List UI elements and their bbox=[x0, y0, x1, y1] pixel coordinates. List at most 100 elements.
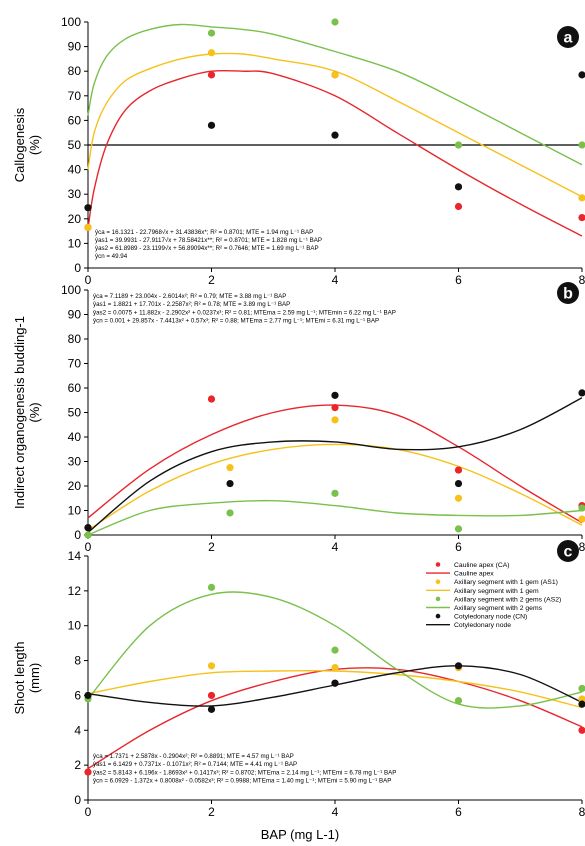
y-tick-label: 80 bbox=[68, 64, 82, 78]
data-point-ca bbox=[454, 466, 463, 474]
data-point-as2 bbox=[84, 531, 92, 539]
y-tick-label: 10 bbox=[68, 619, 82, 633]
data-point-as2 bbox=[578, 504, 585, 512]
x-tick-label: 6 bbox=[455, 273, 462, 287]
y-tick-label: 10 bbox=[68, 504, 82, 518]
fit-curve-as2 bbox=[87, 23, 583, 166]
data-point-cn bbox=[331, 391, 339, 399]
panel-badge bbox=[557, 540, 579, 562]
data-point-cn bbox=[578, 389, 585, 397]
equation-text: ŷcn = 49.94 bbox=[95, 253, 128, 260]
equation-text: ŷas1 = 1.8821 + 17.701x - 2.2587x²; R² =… bbox=[93, 301, 290, 308]
equation-text: ŷas2 = 61.8989 - 23.1199√x + 56.89094x**… bbox=[95, 245, 319, 252]
fit-curve-cn bbox=[87, 397, 583, 534]
y-axis-label-line: (%) bbox=[27, 402, 42, 422]
data-point-cn bbox=[331, 131, 339, 139]
data-point-ca bbox=[207, 691, 216, 700]
data-point-as1 bbox=[578, 695, 585, 703]
y-tick-label: 12 bbox=[68, 584, 82, 598]
data-point-cn bbox=[454, 183, 463, 191]
y-axis-label: Callogenesis(%) bbox=[12, 107, 42, 182]
data-point-as2 bbox=[454, 697, 463, 705]
y-tick-label: 20 bbox=[68, 479, 82, 493]
x-tick-label: 8 bbox=[579, 540, 585, 554]
y-tick-label: 100 bbox=[61, 283, 81, 297]
equation-text: ŷca = 16.1321 - 22.7968√x + 31.43836x*; … bbox=[95, 229, 313, 236]
data-point-cn bbox=[578, 700, 585, 708]
x-tick-label: 2 bbox=[208, 273, 215, 287]
x-tick-label: 4 bbox=[332, 805, 339, 819]
data-point-as1 bbox=[226, 464, 234, 472]
x-tick-label: 8 bbox=[579, 273, 585, 287]
data-point-ca bbox=[84, 768, 92, 776]
fit-curve-as2 bbox=[87, 591, 583, 709]
data-point-as1 bbox=[207, 49, 216, 57]
data-point-as2 bbox=[454, 525, 463, 533]
legend-label: Axillary segment with 2 gems (AS2) bbox=[454, 596, 561, 603]
fit-curve-as1 bbox=[87, 669, 583, 709]
data-point-cn bbox=[207, 121, 216, 129]
x-tick-label: 4 bbox=[332, 540, 339, 554]
legend: Cauline apex (CA) Cauline apex Axillary se… bbox=[426, 562, 561, 629]
y-tick-label: 0 bbox=[74, 793, 81, 807]
y-axis-label: Indirect organogenesis budding-1(%) bbox=[12, 316, 42, 509]
x-tick-label: 6 bbox=[455, 805, 462, 819]
x-tick-label: 0 bbox=[85, 273, 92, 287]
data-point-cn bbox=[578, 71, 585, 79]
data-point-cn bbox=[84, 204, 92, 212]
y-tick-label: 30 bbox=[68, 455, 82, 469]
y-tick-label: 30 bbox=[68, 187, 82, 201]
data-point-ca bbox=[578, 213, 585, 222]
data-point-as2 bbox=[331, 18, 339, 26]
panel-b: 0 10 20 30 40 50 60 70 80 90 100 0 2 4 6 8 Indirect orga… bbox=[12, 282, 585, 554]
y-axis-label-line: Callogenesis bbox=[12, 107, 27, 182]
equation-text: ŷas1 = 39.9931 - 27.9117√x + 78.58421x**… bbox=[95, 237, 322, 244]
y-tick-label: 6 bbox=[74, 688, 81, 702]
y-axis-label-line: (%) bbox=[27, 135, 42, 155]
data-point-cn bbox=[84, 524, 92, 532]
panel-a: 0 10 20 30 40 50 60 70 80 90 100 0 2 4 6 8 Callogenesis(… bbox=[12, 15, 585, 287]
data-point-as1 bbox=[331, 663, 339, 672]
panel-label: b bbox=[563, 286, 573, 303]
y-axis-label: Shoot length(mm) bbox=[12, 641, 42, 714]
panel-badge bbox=[557, 26, 579, 48]
equation-text: ŷcn = 6.0929 - 1.372x + 0.8008x² - 0.058… bbox=[93, 778, 391, 785]
y-tick-label: 90 bbox=[68, 308, 82, 322]
legend-label: Cotyledonary node (CN) bbox=[454, 614, 527, 621]
panel-badge bbox=[557, 282, 579, 304]
data-point-cn bbox=[454, 662, 463, 670]
y-tick-label: 70 bbox=[68, 89, 82, 103]
legend-label: Cauline apex bbox=[454, 571, 494, 578]
equation-text: ŷca = 7.1189 + 23.004x - 2.6014x²; R² = … bbox=[93, 293, 286, 300]
fit-curve-as1 bbox=[87, 52, 583, 198]
data-point-cn bbox=[84, 691, 92, 700]
data-point-ca bbox=[331, 404, 339, 412]
x-tick-label: 2 bbox=[208, 805, 215, 819]
y-tick-label: 80 bbox=[68, 332, 82, 346]
legend-marker-as2 bbox=[435, 596, 441, 602]
equation-text: ŷas1 = 6.1429 + 0.7371x - 0.1071x²; R² =… bbox=[93, 761, 297, 768]
data-point-as2 bbox=[226, 509, 234, 517]
y-tick-label: 2 bbox=[74, 758, 81, 772]
data-point-as1 bbox=[578, 194, 585, 202]
x-tick-label: 4 bbox=[332, 273, 339, 287]
y-tick-label: 40 bbox=[68, 163, 82, 177]
legend-marker-as1 bbox=[435, 579, 441, 584]
y-axis-label-line: Indirect organogenesis budding-1 bbox=[12, 316, 27, 509]
x-tick-label: 0 bbox=[85, 540, 92, 554]
panel-label: a bbox=[564, 30, 573, 47]
y-axis-label-line: Shoot length bbox=[12, 641, 27, 714]
data-point-cn bbox=[207, 705, 216, 713]
x-tick-label: 2 bbox=[208, 540, 215, 554]
y-tick-label: 60 bbox=[68, 381, 82, 395]
data-point-as2 bbox=[331, 489, 339, 497]
data-point-as1 bbox=[331, 416, 339, 424]
data-point-as2 bbox=[578, 684, 585, 693]
y-tick-label: 90 bbox=[68, 40, 82, 54]
legend-label: Cauline apex (CA) bbox=[454, 562, 510, 569]
data-point-ca bbox=[207, 395, 216, 403]
y-tick-label: 0 bbox=[74, 261, 81, 275]
equation-text: ŷca = 1.7371 + 2.5878x - 0.2904x²; R² = … bbox=[93, 753, 294, 760]
data-point-ca bbox=[454, 202, 463, 211]
